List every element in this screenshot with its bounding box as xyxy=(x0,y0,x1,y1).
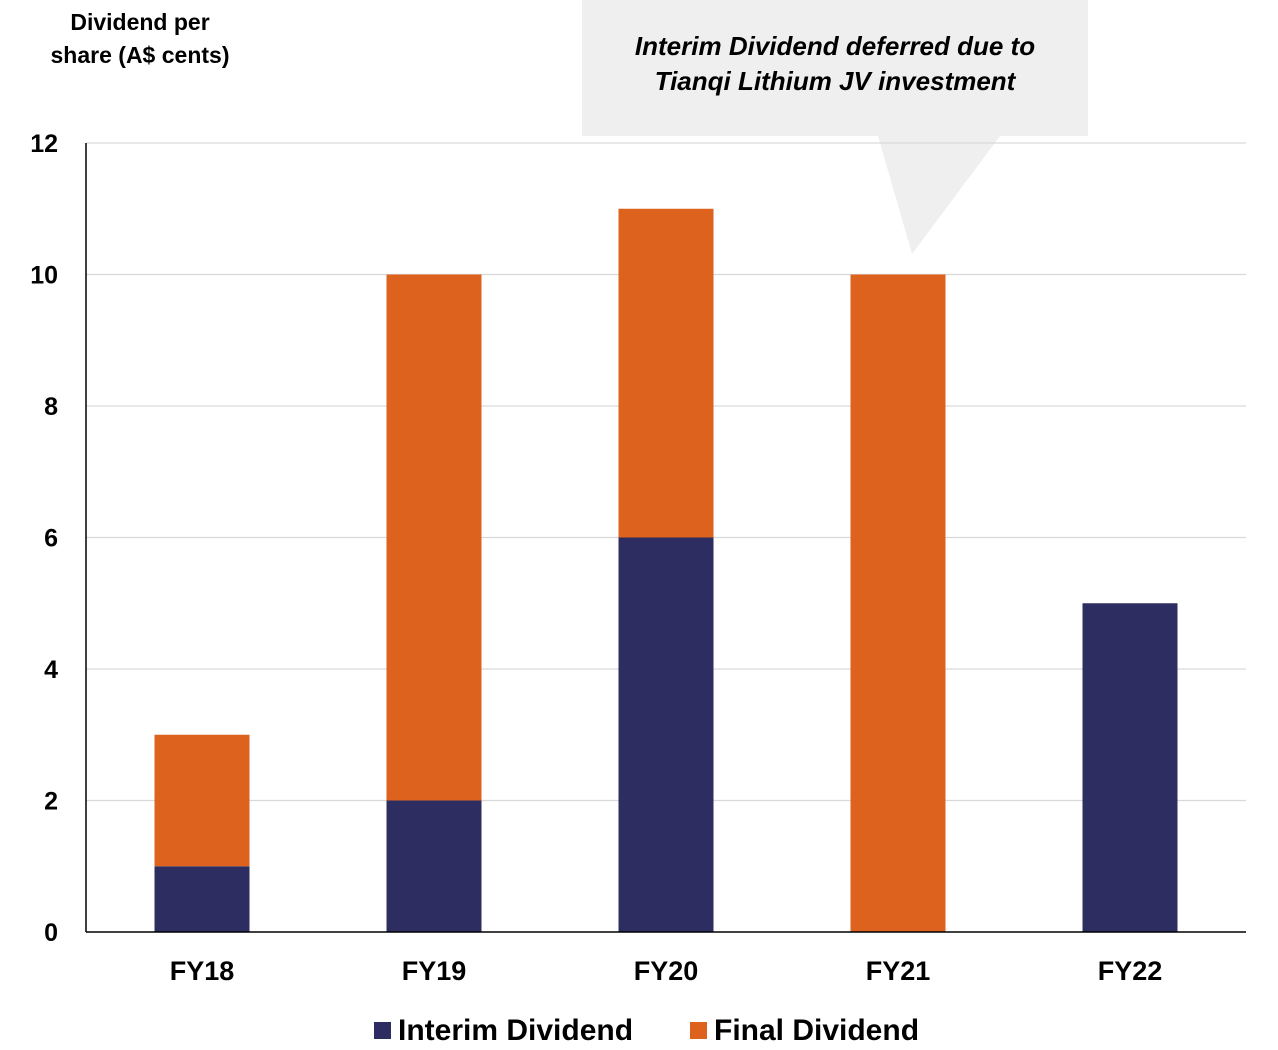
bar-fy20-final xyxy=(618,208,714,538)
bar-fy18-interim xyxy=(154,866,250,932)
y-tick-label-0: 0 xyxy=(44,919,58,947)
annotation-callout: Interim Dividend deferred due to Tianqi … xyxy=(582,0,1088,254)
x-tick-label-fy18: FY18 xyxy=(170,956,235,986)
annotation-line1: Interim Dividend deferred due to xyxy=(635,31,1035,61)
bar-fy18-final xyxy=(154,734,250,867)
legend-swatch-interim xyxy=(374,1022,391,1039)
y-tick-label-12: 12 xyxy=(30,130,58,158)
bar-fy21-final xyxy=(850,274,946,932)
y-tick-label-8: 8 xyxy=(44,393,58,421)
x-tick-label-fy20: FY20 xyxy=(634,956,699,986)
annotation-line2: Tianqi Lithium JV investment xyxy=(655,66,1017,96)
bar-fy19-final xyxy=(386,274,482,801)
axes xyxy=(85,143,1246,933)
x-tick-label-fy19: FY19 xyxy=(402,956,467,986)
x-tick-label-fy21: FY21 xyxy=(866,956,931,986)
x-tick-label-fy22: FY22 xyxy=(1098,956,1163,986)
y-tick-label-4: 4 xyxy=(44,656,58,684)
bar-fy20-interim xyxy=(618,537,714,932)
y-tick-label-10: 10 xyxy=(30,262,58,290)
y-tick-label-2: 2 xyxy=(44,788,58,816)
y-axis-title-line1: Dividend per xyxy=(70,9,209,35)
legend-swatch-final xyxy=(690,1022,707,1039)
x-tick-labels: FY18 FY19 FY20 FY21 FY22 xyxy=(170,956,1163,986)
y-axis-title-line2: share (A$ cents) xyxy=(51,42,230,68)
legend-label-final: Final Dividend xyxy=(714,1014,919,1045)
legend: Interim Dividend Final Dividend xyxy=(374,1014,919,1047)
y-tick-labels: 0 2 4 6 8 10 12 xyxy=(30,130,58,947)
bar-fy19-interim xyxy=(386,800,482,932)
bars xyxy=(154,208,1178,932)
bar-fy22-interim xyxy=(1082,603,1178,932)
y-tick-label-6: 6 xyxy=(44,525,58,553)
legend-label-interim: Interim Dividend xyxy=(398,1014,633,1045)
annotation-callout-shape xyxy=(582,0,1088,254)
